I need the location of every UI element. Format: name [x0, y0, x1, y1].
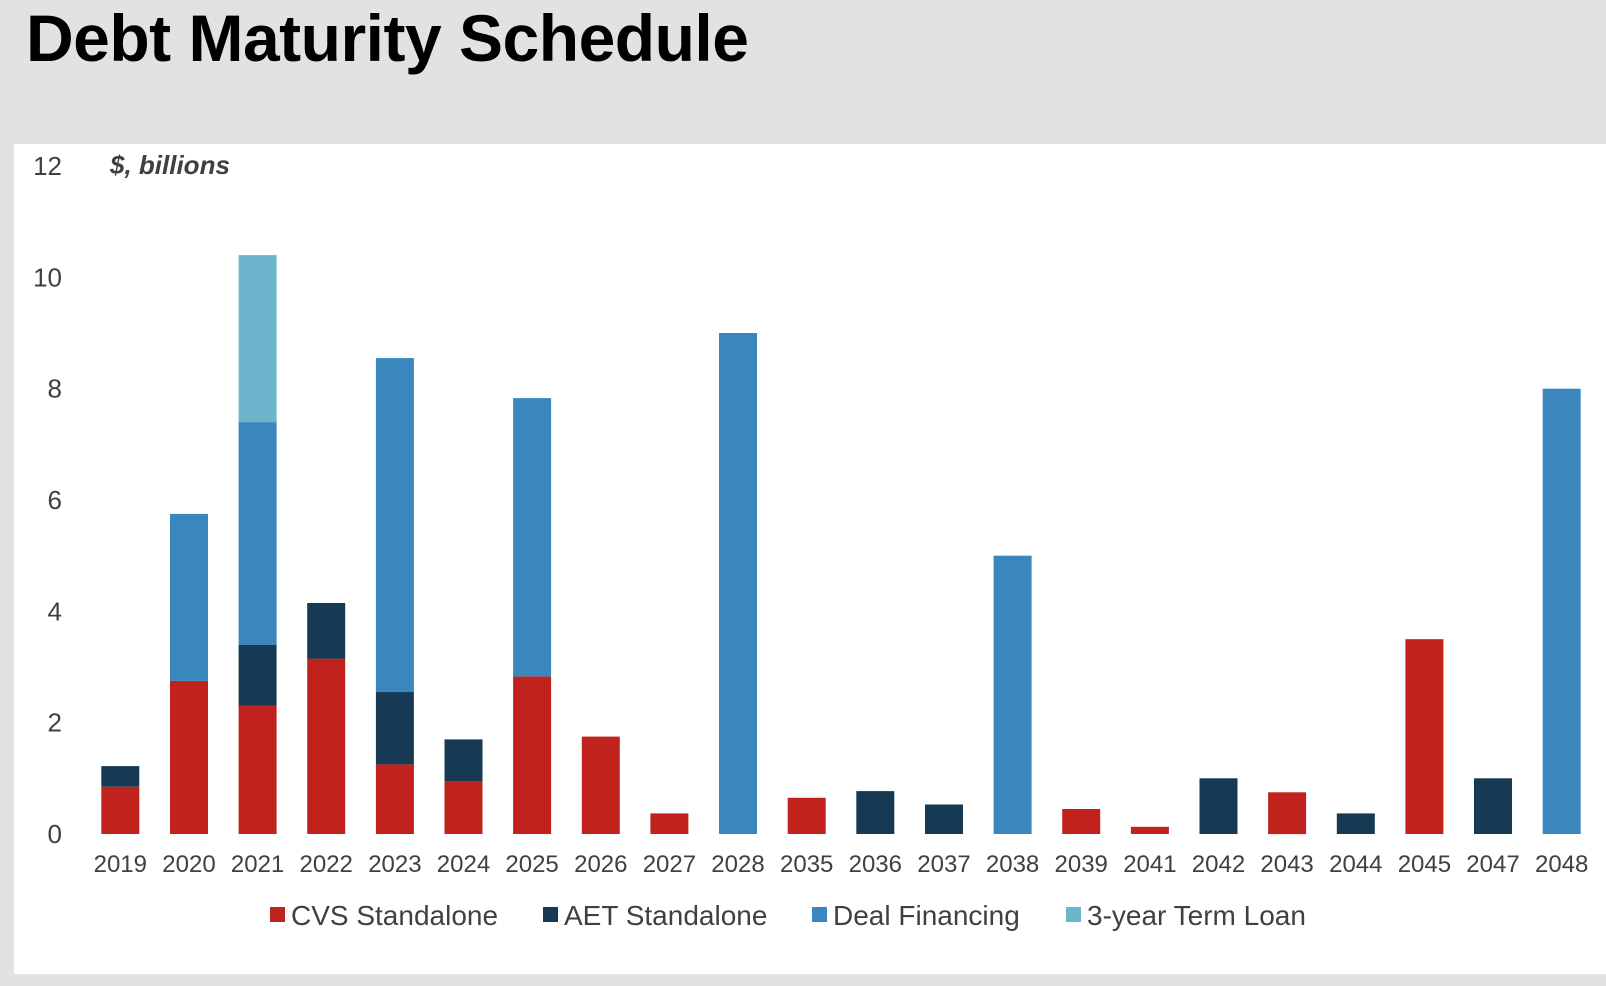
bar-segment-2028-deal-financing [719, 333, 757, 834]
chart-panel: 0 2 4 6 8 10 12 $, billions 2019 2020 2021 2022 20… [14, 144, 1606, 974]
bar-segment-2019-cvs-standalone [101, 786, 140, 834]
y-tick-label: 4 [48, 596, 62, 626]
x-tick-label: 2042 [1192, 851, 1245, 878]
bar-segment-2025-cvs-standalone [513, 676, 552, 834]
x-tick-label: 2038 [986, 851, 1039, 878]
bar-segment-2038-deal-financing [993, 555, 1032, 834]
x-tick-label: 2039 [1055, 851, 1108, 878]
x-tick-label: 2041 [1123, 851, 1176, 878]
bar-segment-2036-aet-standalone [856, 791, 895, 834]
bar-segment-2023-aet-standalone [375, 692, 414, 765]
x-tick-label: 2043 [1260, 851, 1313, 878]
x-tick-label: 2048 [1535, 851, 1588, 878]
x-tick-label: 2044 [1329, 851, 1382, 878]
legend-swatch [812, 907, 827, 922]
bar-segment-2025-deal-financing [513, 398, 552, 677]
x-tick-label: 2019 [94, 851, 147, 878]
x-tick-label: 2027 [643, 851, 696, 878]
bar-segment-2023-cvs-standalone [375, 764, 414, 834]
y-axis-unit-label: $, billions [109, 150, 230, 180]
y-tick-label: 10 [33, 262, 62, 292]
bar-segment-2022-cvs-standalone [307, 658, 346, 834]
bar-segment-2047-aet-standalone [1474, 778, 1512, 834]
x-tick-label: 2045 [1398, 851, 1451, 878]
bar-segment-2044-aet-standalone [1336, 813, 1375, 834]
legend-swatch [270, 907, 285, 922]
legend-swatch [543, 907, 558, 922]
legend-swatch [1066, 907, 1081, 922]
y-tick-label: 0 [48, 819, 62, 849]
x-tick-label: 2047 [1466, 851, 1519, 878]
x-tick-label: 2025 [505, 851, 558, 878]
bar-segment-2024-cvs-standalone [444, 781, 483, 834]
bars [101, 255, 1581, 835]
bar-segment-2022-aet-standalone [307, 603, 346, 659]
y-tick-label: 12 [33, 151, 62, 181]
y-tick-label: 2 [48, 708, 62, 738]
x-tick-label: 2026 [574, 851, 627, 878]
bar-segment-2020-deal-financing [170, 513, 208, 681]
bar-segment-2020-cvs-standalone [170, 680, 208, 834]
bar-segment-2021-cvs-standalone [238, 706, 277, 834]
x-tick-label: 2028 [711, 851, 764, 878]
bar-segment-2045-cvs-standalone [1405, 639, 1444, 834]
bar-segment-2019-aet-standalone [101, 766, 140, 787]
x-tick-label: 2024 [437, 851, 490, 878]
bar-segment-2027-cvs-standalone [650, 813, 689, 834]
bar-segment-2021-aet-standalone [238, 644, 277, 706]
legend: CVS Standalone AET Standalone Deal Financi… [270, 900, 1306, 931]
y-tick-label: 6 [48, 485, 62, 515]
x-tick-label: 2037 [917, 851, 970, 878]
legend-label: Deal Financing [833, 900, 1020, 931]
bar-segment-2043-cvs-standalone [1268, 792, 1307, 835]
bar-segment-2039-cvs-standalone [1062, 809, 1101, 834]
y-axis-ticks: 0 2 4 6 8 10 12 [33, 151, 62, 849]
bar-segment-2041-cvs-standalone [1130, 826, 1169, 834]
bar-segment-2021-deal-financing [238, 422, 277, 645]
x-tick-label: 2035 [780, 851, 833, 878]
page-title: Debt Maturity Schedule [26, 1, 749, 75]
x-tick-label: 2022 [300, 851, 353, 878]
x-axis-ticks: 2019 2020 2021 2022 2023 2024 2025 2026 2027 2028… [94, 851, 1589, 878]
legend-label: 3-year Term Loan [1087, 900, 1306, 931]
bar-segment-2021-3-year-term-loan [238, 255, 277, 423]
bar-segment-2024-aet-standalone [444, 739, 483, 782]
legend-label: AET Standalone [564, 900, 767, 931]
x-tick-label: 2021 [231, 851, 284, 878]
legend-label: CVS Standalone [291, 900, 498, 931]
bar-segment-2048-deal-financing [1542, 388, 1581, 834]
bar-segment-2037-aet-standalone [925, 804, 963, 834]
bar-segment-2042-aet-standalone [1199, 778, 1238, 834]
x-tick-label: 2020 [162, 851, 215, 878]
bar-segment-2035-cvs-standalone [787, 797, 826, 834]
bar-segment-2023-deal-financing [375, 358, 414, 693]
x-tick-label: 2023 [368, 851, 421, 878]
y-tick-label: 8 [48, 374, 62, 404]
x-tick-label: 2036 [849, 851, 902, 878]
bar-segment-2026-cvs-standalone [581, 736, 620, 834]
